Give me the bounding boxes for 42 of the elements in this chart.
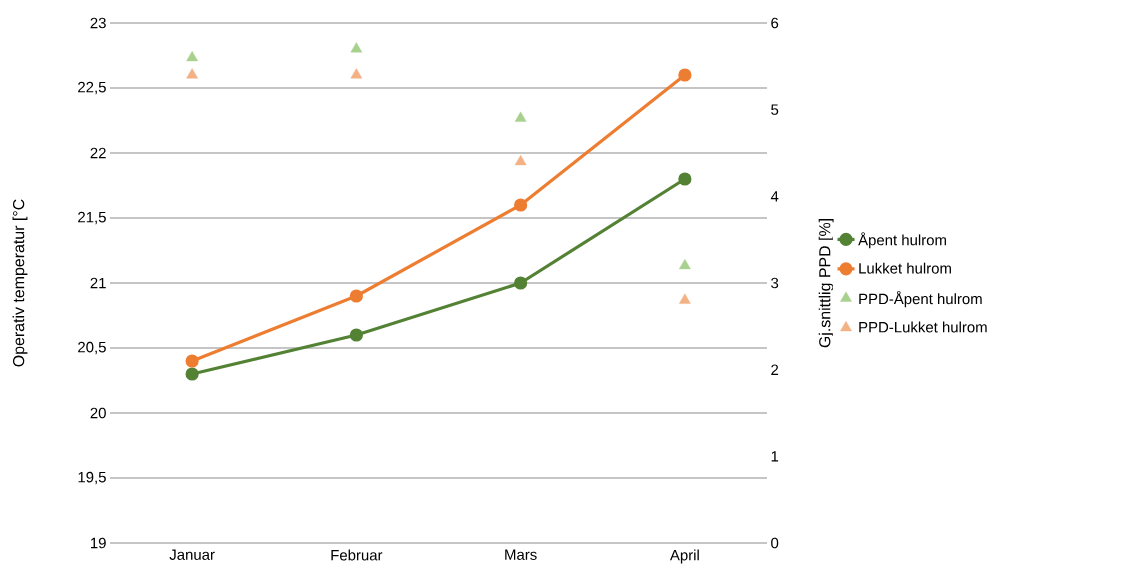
x-tick-label: April <box>669 549 699 564</box>
y-tick-label: 19 <box>91 537 106 549</box>
y-tick-label: 19,5 <box>78 471 106 485</box>
point <box>186 50 198 62</box>
point <box>350 42 363 53</box>
legend-label: Åpent hulrom <box>858 232 946 249</box>
point <box>186 68 198 79</box>
y2-axis-title: Gj.snittlig PPD [%] <box>818 219 834 348</box>
point <box>349 328 363 342</box>
y-tick-label: 22 <box>90 147 106 159</box>
y2-tick-label: 6 <box>771 17 779 29</box>
y-tick-label: 20 <box>90 407 106 419</box>
y2-tick-label: 4 <box>770 191 779 202</box>
point <box>349 289 363 303</box>
point <box>514 198 528 212</box>
y-tick-label: 21 <box>90 277 106 289</box>
point <box>678 172 692 186</box>
point <box>679 293 691 304</box>
y-tick-label: 23 <box>90 17 106 29</box>
x-tick-label: Januar <box>169 549 215 560</box>
y2-tick-label: 3 <box>771 277 779 289</box>
point <box>185 367 199 381</box>
y2-tick-label: 1 <box>771 451 779 462</box>
y-tick-label: 22,5 <box>78 81 106 95</box>
y-tick-label: 21,5 <box>78 211 106 225</box>
y2-tick-label: 2 <box>771 364 779 375</box>
x-tick-label: Mars <box>505 549 537 560</box>
y-tick-label: 20,5 <box>78 341 106 355</box>
legend-label: PPD-Lukket hulrom <box>859 321 987 333</box>
legend-label: PPD-Åpent hulrom <box>859 291 982 308</box>
point <box>514 111 527 122</box>
y-axis-title: Operativ temperatur [°C <box>12 199 28 367</box>
point <box>678 68 692 82</box>
y2-tick-label: 5 <box>771 104 779 115</box>
y2-tick-label: 0 <box>771 537 779 549</box>
legend-label: Lukket hulrom <box>859 262 951 274</box>
x-tick-label: Februar <box>331 549 383 561</box>
point <box>514 154 527 166</box>
point <box>185 354 199 368</box>
point <box>350 68 363 79</box>
point <box>514 276 528 290</box>
point <box>679 258 691 270</box>
